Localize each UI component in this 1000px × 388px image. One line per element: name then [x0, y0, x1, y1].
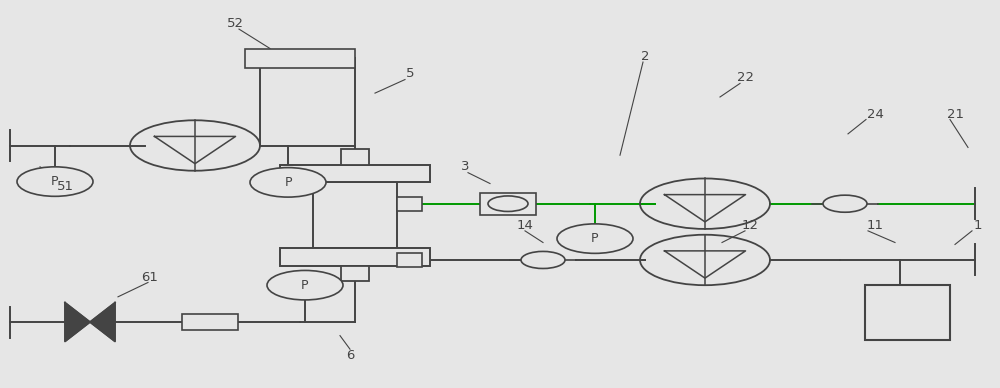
- Bar: [280, 248, 430, 266]
- Circle shape: [250, 168, 326, 197]
- Circle shape: [557, 224, 633, 253]
- Bar: [245, 48, 355, 68]
- Bar: [313, 182, 397, 248]
- Bar: [341, 149, 369, 165]
- Text: P: P: [591, 232, 599, 245]
- Text: 12: 12: [742, 218, 759, 232]
- Bar: [865, 285, 950, 340]
- Text: 61: 61: [142, 271, 158, 284]
- Text: 5: 5: [406, 67, 414, 80]
- Text: P: P: [284, 176, 292, 189]
- Bar: [480, 193, 536, 215]
- Text: 21: 21: [946, 108, 964, 121]
- Bar: [397, 253, 422, 267]
- Bar: [341, 266, 369, 281]
- Text: P: P: [51, 175, 59, 188]
- Bar: [397, 197, 422, 211]
- Circle shape: [521, 251, 565, 268]
- Circle shape: [823, 195, 867, 212]
- Circle shape: [267, 270, 343, 300]
- Text: P: P: [301, 279, 309, 292]
- Bar: [280, 165, 430, 182]
- Polygon shape: [65, 303, 90, 341]
- Bar: [182, 314, 238, 330]
- Text: 24: 24: [867, 108, 883, 121]
- Text: 1: 1: [974, 218, 982, 232]
- Text: 11: 11: [866, 218, 884, 232]
- Text: 14: 14: [517, 218, 533, 232]
- Polygon shape: [90, 303, 115, 341]
- Text: 51: 51: [56, 180, 74, 193]
- Circle shape: [17, 167, 93, 196]
- Text: 2: 2: [641, 50, 649, 63]
- Text: 6: 6: [346, 348, 354, 362]
- Text: 52: 52: [226, 17, 244, 30]
- Text: 3: 3: [461, 160, 469, 173]
- Text: 22: 22: [736, 71, 754, 84]
